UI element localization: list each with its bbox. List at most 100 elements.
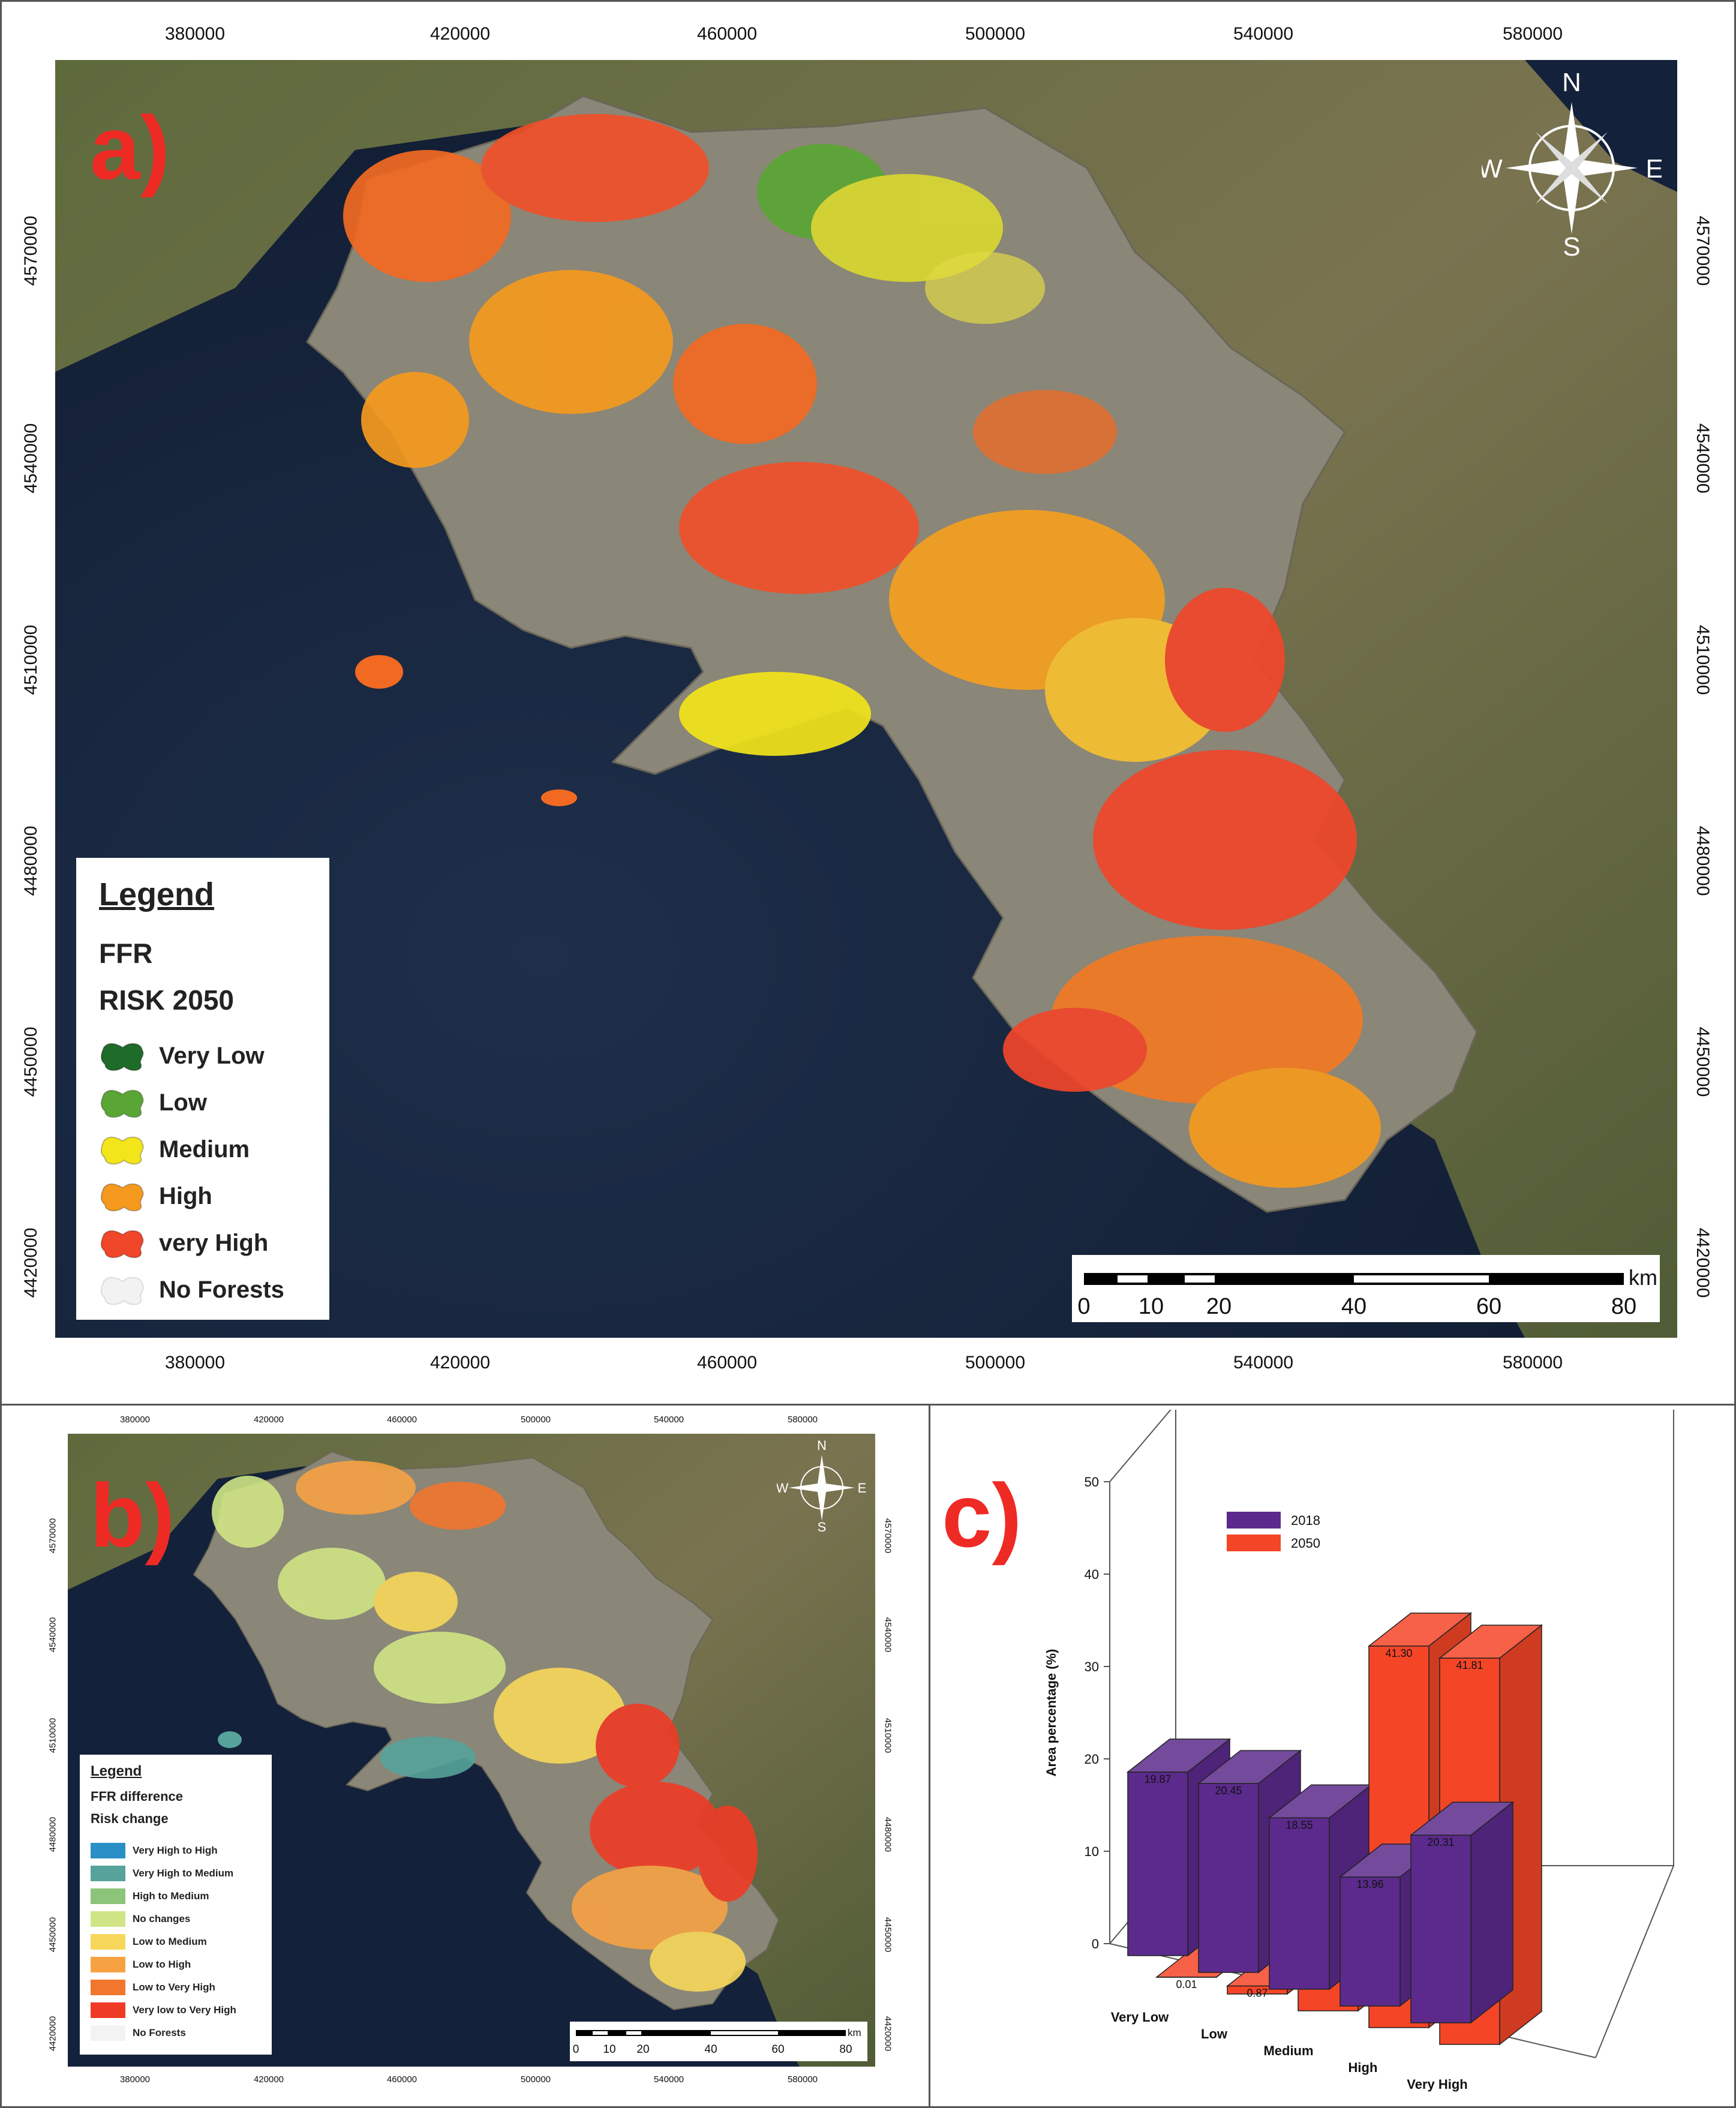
x-tick-label: 380000 — [119, 2074, 151, 2085]
legend-item-label: Low to Medium — [133, 1936, 207, 1947]
legend-item: very High — [99, 1225, 268, 1261]
legend-item-label: Very High to Medium — [133, 1867, 234, 1879]
compass-s: S — [1563, 232, 1580, 258]
scalebar-labels: 0 10 20 40 60 80 — [1077, 1294, 1636, 1319]
legend-swatch — [91, 1980, 125, 1995]
scalebar-label: 80 — [1611, 1294, 1636, 1319]
legend-label: 2018 — [1291, 1513, 1320, 1528]
panel-b-scalebar: km 0 10 20 40 60 80 — [570, 2022, 867, 2061]
y-tick-label: 4420000 — [47, 2016, 58, 2052]
legend-swatch — [91, 1843, 125, 1858]
panel-b-legend: Legend FFR difference Risk change Very H… — [80, 1755, 272, 2055]
x-tick-label: 540000 — [653, 2074, 684, 2085]
x-tick-label: 420000 — [430, 1353, 491, 1373]
svg-text:N: N — [817, 1438, 827, 1453]
x-tick-label: 580000 — [787, 2074, 818, 2085]
legend-item: Low — [99, 1085, 207, 1121]
y-tick-label: 4480000 — [1693, 825, 1713, 896]
panel-b-map[interactable] — [68, 1434, 875, 2067]
x-tick-label: 420000 — [253, 1415, 284, 1425]
legend-item: Low to High — [91, 1956, 191, 1973]
y-tick-label: 4510000 — [1693, 624, 1713, 695]
legend-item-label: Low to High — [133, 1959, 191, 1970]
x-tick-label: 500000 — [965, 24, 1026, 44]
compass-n: N — [1562, 68, 1581, 97]
x-tick-label: 540000 — [1233, 24, 1294, 44]
panel-c-frame — [929, 1404, 1736, 2108]
legend-subtitle-ffr-difference: FFR difference — [91, 1789, 184, 1804]
y-tick-label: 4420000 — [1693, 1227, 1713, 1298]
bar — [1127, 1771, 1188, 1956]
compass-e: E — [1645, 154, 1662, 184]
y-tick-label: 4540000 — [1693, 423, 1713, 494]
legend-item: Very High to High — [91, 1842, 218, 1859]
legend-subtitle-risk: RISK 2050 — [99, 984, 235, 1016]
y-tick-label: 50 — [1085, 1475, 1099, 1490]
legend-item: Low to Very High — [91, 1979, 215, 1996]
legend-swatch — [1227, 1512, 1281, 1529]
legend-swatch — [91, 1911, 125, 1927]
legend-swatch — [91, 1866, 125, 1881]
bar-value-label: 18.55 — [1286, 1819, 1312, 1831]
y-tick-label: 4450000 — [1693, 1026, 1713, 1097]
x-tick-label: 580000 — [1502, 1353, 1563, 1373]
legend-item: Very High to Medium — [91, 1865, 233, 1882]
compass-rose-icon: N S E W — [776, 1437, 867, 1535]
svg-text:E: E — [858, 1481, 867, 1496]
legend-item-label: No changes — [133, 1913, 191, 1924]
x-category-label: Medium — [1263, 2043, 1313, 2058]
x-tick-label: 420000 — [253, 2074, 284, 2085]
scalebar-label: 20 — [636, 2043, 649, 2056]
panel-a-scalebar: km 0 10 20 40 60 80 — [1072, 1255, 1660, 1322]
legend-title: Legend — [91, 1763, 142, 1779]
x-tick-label: 540000 — [653, 1415, 684, 1425]
legend-item-label: very High — [159, 1229, 269, 1256]
y-tick-label: 4450000 — [882, 1917, 893, 1953]
legend-item-label: High to Medium — [133, 1890, 209, 1902]
y-axis-label: Area percentage (%) — [1044, 1649, 1059, 1777]
legend-item-label: High — [159, 1182, 212, 1209]
legend-item: Low to Medium — [91, 1933, 207, 1950]
compass-rose-icon: N S E W — [1477, 66, 1663, 262]
bar-value-label: 20.31 — [1427, 1836, 1454, 1848]
y-tick-label: 4540000 — [21, 423, 41, 494]
bar-value-label: 41.81 — [1456, 1659, 1483, 1671]
bar-value-label: 19.87 — [1144, 1773, 1171, 1785]
legend-item-label: Very Low — [159, 1042, 265, 1069]
scalebar-label: 40 — [704, 2043, 717, 2056]
legend-label: 2050 — [1291, 1536, 1320, 1551]
scalebar-unit: km — [1629, 1265, 1657, 1290]
x-tick-label: 460000 — [386, 2074, 418, 2085]
legend-swatch-icon — [100, 1089, 144, 1118]
x-tick-label: 500000 — [520, 1415, 551, 1425]
legend-swatch-icon — [100, 1230, 144, 1259]
y-tick-label: 4510000 — [21, 624, 41, 695]
legend-item-label: Low to Very High — [133, 1981, 215, 1993]
x-category-label: Low — [1201, 2026, 1228, 2041]
scalebar-label: 60 — [771, 2043, 784, 2056]
y-tick-label: 4510000 — [882, 1717, 893, 1753]
scalebar-label: 40 — [1341, 1294, 1366, 1319]
legend-swatch-icon — [100, 1183, 144, 1212]
bar — [1339, 1876, 1401, 2007]
x-tick-label: 460000 — [386, 1415, 418, 1425]
y-tick-label: 4540000 — [47, 1617, 58, 1653]
svg-text:S: S — [818, 1520, 827, 1533]
x-tick-label: 500000 — [520, 2074, 551, 2085]
legend-item: High to Medium — [91, 1888, 209, 1905]
y-tick-label: 4420000 — [21, 1227, 41, 1298]
legend-item: Very Low — [99, 1038, 265, 1074]
legend-swatch — [91, 2002, 125, 2018]
y-tick-label: 4540000 — [882, 1617, 893, 1653]
legend-title: Legend — [99, 876, 215, 912]
svg-text:W: W — [777, 1481, 789, 1496]
legend-item: High — [99, 1178, 212, 1214]
y-tick-label: 4570000 — [47, 1518, 58, 1554]
x-tick-label: 420000 — [430, 24, 491, 44]
bar-value-label: 0.01 — [1176, 1978, 1197, 1990]
legend-item-label: No Forests — [159, 1276, 284, 1303]
svg-text:km: km — [848, 2027, 861, 2038]
scalebar-label: 60 — [1476, 1294, 1501, 1319]
panel-a-letter: a) — [90, 97, 170, 198]
legend-subtitle-ffr: FFR — [99, 938, 153, 969]
